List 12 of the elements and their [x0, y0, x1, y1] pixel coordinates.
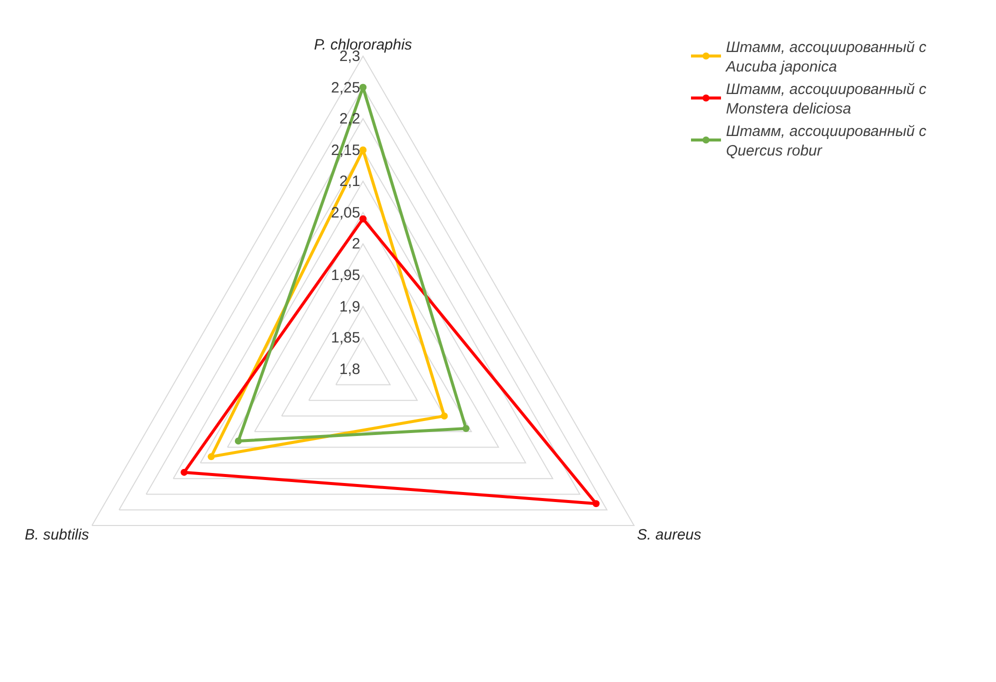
y-tick-label: 2,25 [331, 79, 360, 96]
spoke-label: P. chlororaphis [314, 36, 413, 54]
spoke-label: S. aureus [637, 526, 702, 544]
legend-label: Штамм, ассоциированный с Aucuba japonica [725, 39, 927, 76]
y-tick-label: 1,8 [339, 360, 360, 378]
legend-label: Штамм, ассоциированный с Quercus robur [726, 123, 927, 160]
y-tick-label: 1,85 [331, 330, 360, 347]
y-tick-label: 1,95 [331, 267, 360, 284]
y-tick-label: 2 [352, 236, 360, 253]
legend-label: Штамм, ассоциированный с Monstera deliciosa [726, 81, 927, 118]
y-tick-label: 1,9 [339, 298, 360, 316]
spoke-label: B. subtilis [24, 526, 90, 544]
